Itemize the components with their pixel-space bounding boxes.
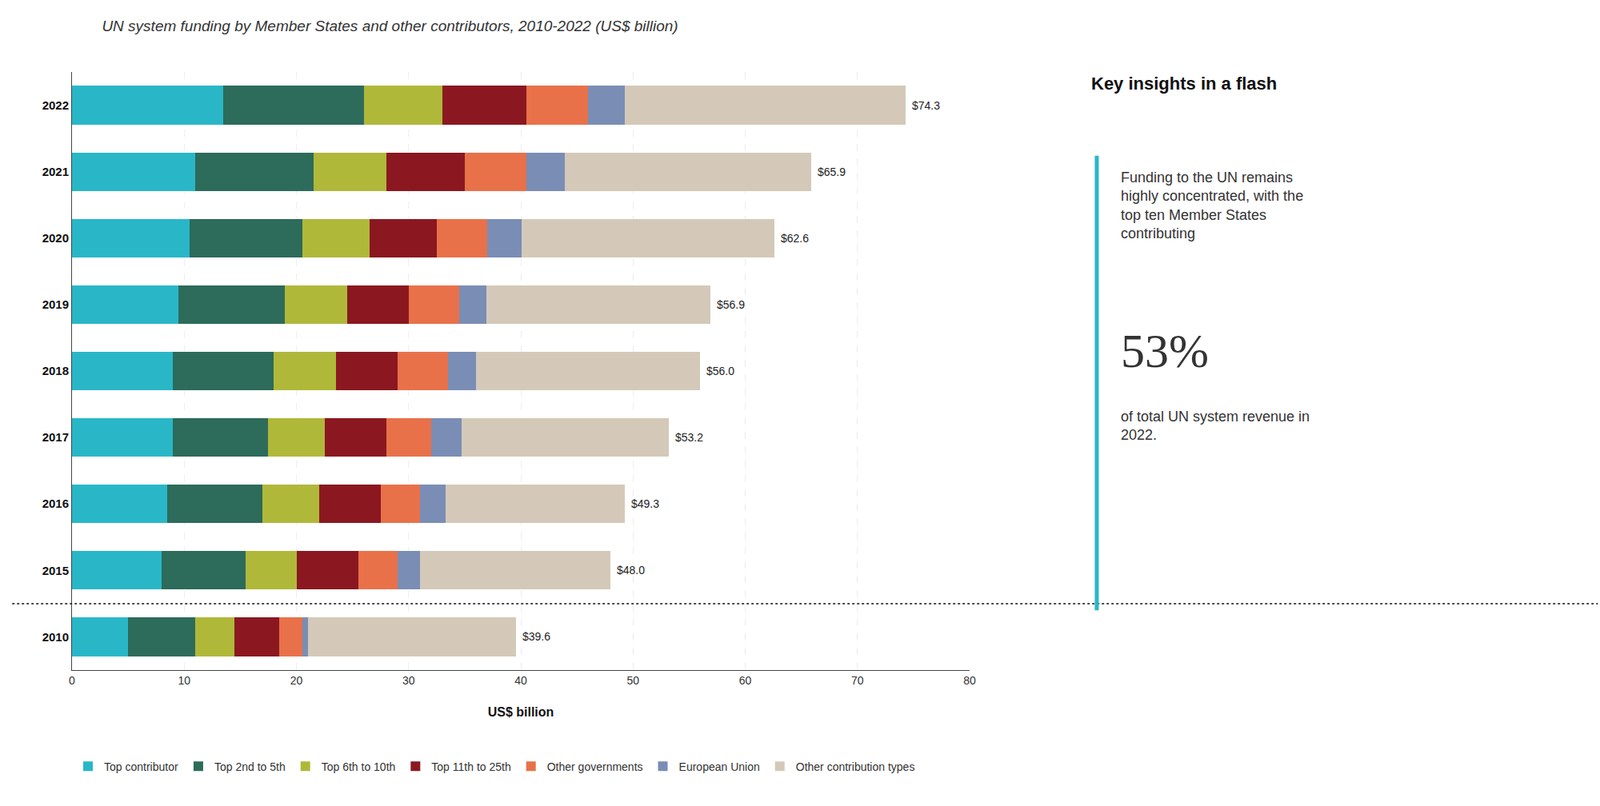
svg-text:$65.9: $65.9	[817, 165, 846, 179]
svg-text:European Union: European Union	[679, 760, 760, 774]
svg-text:$62.6: $62.6	[780, 232, 809, 245]
svg-text:Top 2nd to 5th: Top 2nd to 5th	[214, 760, 286, 774]
svg-text:of total UN system revenue in2: of total UN system revenue in2022.	[1120, 408, 1310, 444]
svg-text:2010: 2010	[42, 630, 69, 644]
svg-text:2015: 2015	[42, 564, 69, 578]
svg-text:$53.2: $53.2	[675, 431, 704, 444]
svg-text:Other contribution types: Other contribution types	[796, 760, 916, 774]
svg-text:2016: 2016	[42, 496, 69, 511]
svg-text:$74.3: $74.3	[912, 99, 940, 112]
svg-text:2018: 2018	[42, 364, 69, 378]
svg-text:2020: 2020	[42, 231, 69, 245]
svg-text:$56.9: $56.9	[716, 298, 745, 312]
svg-text:53%: 53%	[1120, 324, 1209, 378]
svg-text:70: 70	[851, 674, 864, 688]
svg-text:2017: 2017	[42, 430, 69, 444]
svg-text:50: 50	[626, 674, 640, 688]
svg-text:80: 80	[963, 674, 976, 688]
svg-text:60: 60	[739, 674, 752, 688]
svg-text:2022: 2022	[42, 98, 69, 112]
svg-text:$39.6: $39.6	[522, 630, 551, 644]
svg-text:$48.0: $48.0	[616, 564, 645, 577]
svg-text:2019: 2019	[42, 297, 69, 312]
svg-text:Funding to the UN remainshighl: Funding to the UN remainshighly concentr…	[1120, 169, 1304, 242]
svg-text:$49.3: $49.3	[631, 497, 660, 511]
svg-text:Top 6th to 10th: Top 6th to 10th	[321, 760, 396, 774]
svg-text:10: 10	[177, 674, 191, 688]
svg-text:Top contributor: Top contributor	[104, 760, 179, 774]
svg-text:0: 0	[68, 674, 76, 688]
svg-text:Top 11th to 25th: Top 11th to 25th	[431, 760, 511, 774]
svg-text:US$ billion: US$ billion	[488, 705, 555, 720]
svg-text:Key insights in a flash: Key insights in a flash	[1091, 73, 1277, 94]
svg-text:20: 20	[290, 674, 304, 688]
svg-text:UN system funding by Member St: UN system funding by Member States and o…	[101, 17, 678, 35]
svg-text:$56.0: $56.0	[706, 364, 735, 378]
svg-text:30: 30	[402, 674, 416, 688]
svg-text:2021: 2021	[42, 164, 69, 179]
svg-text:Other governments: Other governments	[547, 760, 644, 774]
svg-text:40: 40	[514, 674, 528, 688]
